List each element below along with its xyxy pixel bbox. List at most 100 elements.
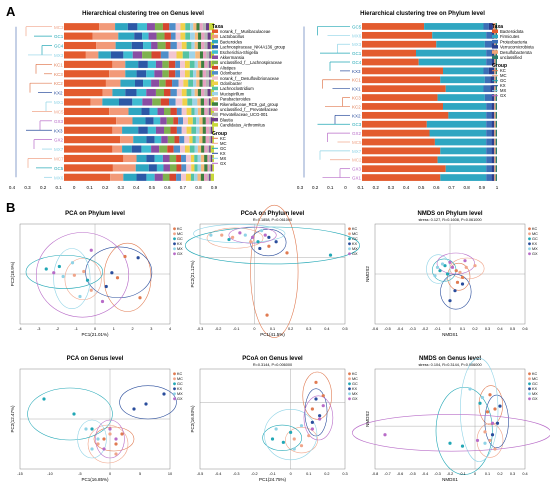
bar-segment (159, 79, 166, 87)
tick-label: 4 (169, 327, 171, 331)
bar-segment (146, 173, 155, 181)
bar-segment (205, 79, 210, 87)
bar-segment (136, 173, 147, 181)
bar-segment (494, 165, 496, 173)
legend-swatch (212, 76, 218, 80)
tick-label: -3 (37, 327, 40, 331)
bar-segment (118, 32, 135, 40)
tick-label: 0.5 (149, 185, 156, 190)
data-point (96, 437, 100, 441)
tick-label: 0.3 (24, 185, 31, 190)
bar-segment (199, 79, 203, 87)
bar-segment (189, 60, 195, 68)
tick-label: 0.2 (40, 185, 47, 190)
bar-segment (201, 41, 205, 50)
legend-marker (348, 382, 351, 386)
tick-label: 0 (253, 327, 255, 331)
bar-segment (175, 32, 181, 40)
bar-segment (64, 136, 121, 144)
bar-segment (193, 23, 197, 31)
tick-label: -0.5 (197, 472, 204, 476)
data-point (292, 447, 296, 451)
bar-segment (184, 60, 190, 68)
data-point (144, 402, 148, 406)
bar-segment (186, 41, 192, 50)
bar-segment (181, 164, 187, 172)
chart-title: NMDS on Genus level (419, 356, 481, 362)
tick-label: 0.2 (324, 472, 329, 476)
data-point (299, 424, 304, 428)
tick-label: -0.3 (409, 327, 416, 331)
legend-entry: Desulfobacterota (500, 50, 532, 55)
sample-label: KX2 (54, 91, 63, 96)
legend-swatch (212, 86, 218, 91)
tick-label: 0.2 (102, 185, 109, 190)
legend-swatch (212, 29, 218, 33)
tick-label: 0 (290, 472, 292, 476)
legend-marker (173, 247, 176, 251)
bar-segment (167, 145, 174, 153)
bar-segment (64, 51, 86, 59)
data-point (115, 276, 120, 280)
chart-subtitle: stress: 0.104, R=0.3144, P=0.006000 (418, 363, 481, 367)
group-legend-entry: MC (220, 141, 227, 146)
bar-segment (64, 79, 106, 87)
bar-segment (202, 136, 206, 144)
sample-label: GC5 (54, 166, 64, 171)
bar-segment (189, 145, 195, 153)
bar-segment (362, 129, 430, 137)
data-point (256, 240, 260, 244)
legend-marker (348, 397, 351, 401)
bar-segment (164, 32, 171, 40)
bar-segment (207, 154, 210, 163)
legend-swatch (492, 39, 498, 44)
bar-segment (190, 154, 195, 163)
bar-segment (362, 85, 446, 93)
sample-label: MC5 (352, 140, 362, 145)
bar-segment (134, 32, 143, 40)
bar-segment (194, 107, 198, 115)
bar-segment (127, 23, 138, 31)
chart-title: NMDS on Phylum level (417, 211, 482, 217)
bar-segment (191, 89, 195, 97)
data-point (318, 414, 322, 418)
bar-segment (176, 126, 182, 134)
bar-segment (176, 89, 182, 97)
bar-segment (156, 32, 165, 40)
data-point (383, 433, 387, 437)
bar-segment (201, 89, 205, 97)
legend-entry: MX (177, 247, 183, 251)
bar-segment (483, 85, 491, 93)
tick-label: -2 (56, 327, 59, 331)
bar-segment (201, 60, 205, 68)
legend-entry: MC (177, 377, 183, 381)
bar-segment (362, 94, 438, 101)
tick-label: 0.6 (433, 185, 440, 190)
bar-segment (491, 40, 495, 48)
bar-segment (197, 98, 201, 106)
tick-label: -0.5 (384, 327, 391, 331)
bar-segment (136, 89, 147, 97)
tick-label: 0.3 (118, 185, 125, 190)
bar-segment (183, 79, 189, 87)
group-ellipse (302, 371, 332, 420)
bar-segment (495, 165, 497, 173)
bar-segment (153, 117, 161, 125)
bar-segment (494, 40, 496, 48)
data-point (314, 397, 318, 401)
bar-segment (169, 98, 176, 106)
bar-segment (195, 136, 200, 144)
legend-entry: MC (532, 232, 538, 236)
y-axis-label: NMDS2 (365, 411, 370, 427)
data-point (310, 427, 314, 431)
tick-label: 0.3 (485, 327, 490, 331)
legend-marker (173, 372, 176, 376)
legend-entry: GX (177, 252, 183, 256)
chart-title: Hierarchical clustering tree on Genus le… (82, 11, 204, 17)
sample-label: MC2 (352, 158, 362, 163)
data-point (260, 229, 264, 233)
legend-swatch (212, 71, 218, 75)
data-point (108, 427, 112, 431)
data-point (114, 437, 118, 441)
legend-swatch (492, 34, 498, 39)
